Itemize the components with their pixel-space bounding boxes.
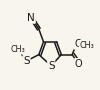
Text: S: S xyxy=(48,61,55,71)
Text: CH₃: CH₃ xyxy=(80,41,94,50)
Text: CH₃: CH₃ xyxy=(11,45,25,54)
Text: O: O xyxy=(75,59,83,69)
Text: N: N xyxy=(27,13,35,23)
Text: S: S xyxy=(23,56,30,66)
Text: O: O xyxy=(74,39,82,49)
